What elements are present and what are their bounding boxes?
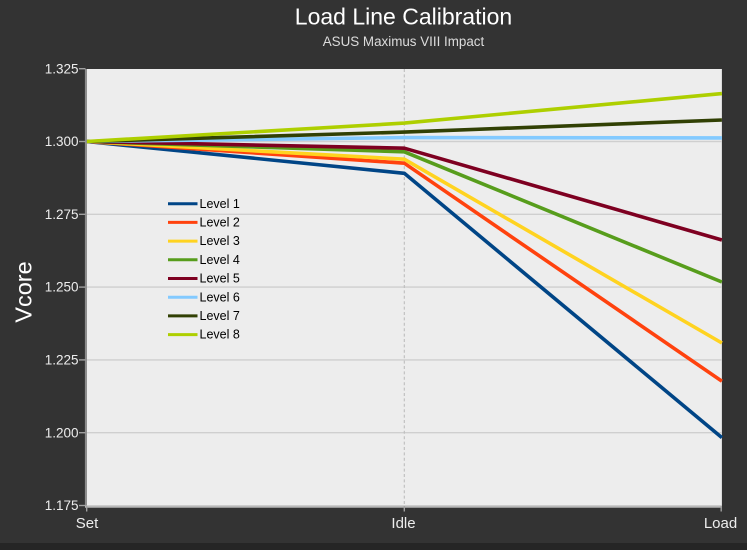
svg-text:Level 1: Level 1: [200, 197, 240, 211]
svg-text:Idle: Idle: [391, 515, 415, 532]
svg-text:1.300: 1.300: [45, 134, 79, 149]
svg-text:1.200: 1.200: [45, 425, 79, 440]
svg-text:Vcore: Vcore: [11, 261, 37, 322]
svg-text:Level 7: Level 7: [200, 309, 240, 323]
svg-text:ASUS Maximus VIII Impact: ASUS Maximus VIII Impact: [323, 34, 485, 49]
svg-text:Level 4: Level 4: [200, 253, 240, 267]
svg-text:1.325: 1.325: [45, 61, 79, 76]
svg-text:Level 6: Level 6: [200, 290, 240, 304]
svg-text:1.225: 1.225: [45, 353, 79, 368]
svg-text:Load Line Calibration: Load Line Calibration: [295, 4, 512, 30]
svg-text:1.175: 1.175: [45, 498, 79, 513]
svg-text:Level 5: Level 5: [200, 272, 240, 286]
svg-text:1.275: 1.275: [45, 207, 79, 222]
svg-text:Level 2: Level 2: [200, 216, 240, 230]
svg-text:Level 8: Level 8: [200, 328, 240, 342]
svg-text:Level 3: Level 3: [200, 234, 240, 248]
svg-text:1.250: 1.250: [45, 280, 79, 295]
svg-text:Set: Set: [76, 515, 99, 532]
svg-text:Load: Load: [704, 515, 737, 532]
